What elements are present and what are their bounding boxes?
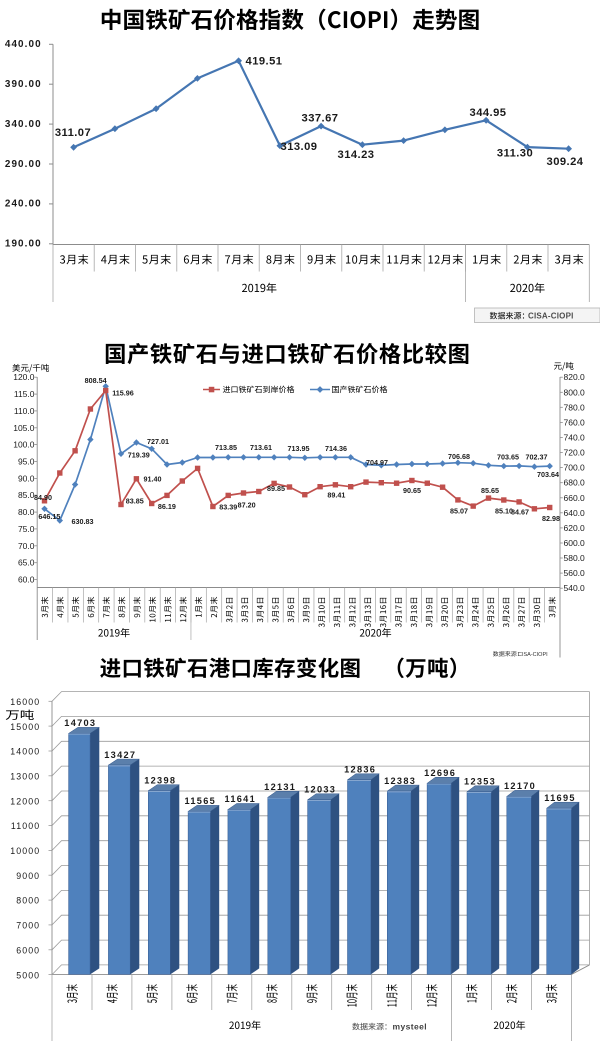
svg-text:60.0: 60.0 <box>18 575 35 585</box>
svg-text:720.0: 720.0 <box>564 448 586 458</box>
svg-text:83.85: 83.85 <box>126 497 144 506</box>
svg-text:290.00: 290.00 <box>5 159 42 170</box>
svg-text:84.90: 84.90 <box>34 493 52 502</box>
svg-text:9000: 9000 <box>16 871 40 881</box>
svg-text:10000: 10000 <box>10 846 40 856</box>
svg-text:190.00: 190.00 <box>5 239 42 250</box>
svg-text:11695: 11695 <box>544 793 576 803</box>
svg-text:760.0: 760.0 <box>564 417 586 427</box>
svg-text:86.19: 86.19 <box>158 502 176 511</box>
svg-text:80.0: 80.0 <box>18 507 35 517</box>
svg-text:11565: 11565 <box>184 796 216 806</box>
svg-text:11641: 11641 <box>224 794 256 804</box>
svg-text:620.0: 620.0 <box>564 523 586 533</box>
svg-text:309.24: 309.24 <box>547 156 584 168</box>
svg-text:16000: 16000 <box>10 697 40 707</box>
svg-text:560.0: 560.0 <box>564 568 586 578</box>
svg-text:85.07: 85.07 <box>450 507 468 516</box>
svg-text:630.83: 630.83 <box>72 517 94 526</box>
svg-text:15000: 15000 <box>10 722 40 732</box>
svg-text:14703: 14703 <box>64 718 96 728</box>
svg-text:540.0: 540.0 <box>564 583 586 593</box>
svg-text:706.68: 706.68 <box>448 452 470 461</box>
svg-text:85.0: 85.0 <box>18 490 35 500</box>
svg-text:8000: 8000 <box>16 896 40 906</box>
svg-text:110.0: 110.0 <box>14 406 35 416</box>
svg-text:12131: 12131 <box>264 782 296 792</box>
svg-text:75.0: 75.0 <box>18 524 35 534</box>
svg-text:82.98: 82.98 <box>542 514 560 523</box>
svg-text:13000: 13000 <box>10 771 40 781</box>
svg-text:808.54: 808.54 <box>85 376 107 385</box>
svg-text:5000: 5000 <box>16 970 40 980</box>
svg-text:11000: 11000 <box>11 821 40 831</box>
svg-text:6000: 6000 <box>16 945 40 955</box>
svg-text:740.0: 740.0 <box>564 432 586 442</box>
svg-text:660.0: 660.0 <box>564 493 586 503</box>
svg-text:95.0: 95.0 <box>18 457 35 467</box>
svg-text:7000: 7000 <box>16 921 40 931</box>
svg-text:89.41: 89.41 <box>327 491 345 500</box>
svg-text:CISA-CIOPI: CISA-CIOPI <box>528 312 574 321</box>
svg-text:65.0: 65.0 <box>18 558 35 568</box>
svg-text:84.67: 84.67 <box>511 507 529 516</box>
svg-text:12170: 12170 <box>504 781 536 791</box>
svg-text:600.0: 600.0 <box>564 538 586 548</box>
svg-text:311.07: 311.07 <box>55 127 91 139</box>
svg-text:12836: 12836 <box>344 765 376 775</box>
svg-text:714.36: 714.36 <box>325 444 347 453</box>
svg-text:314.23: 314.23 <box>338 149 375 161</box>
svg-text:713.85: 713.85 <box>215 443 237 452</box>
svg-text:12033: 12033 <box>304 784 336 794</box>
svg-text:703.65: 703.65 <box>497 452 519 461</box>
svg-text:820.0: 820.0 <box>564 372 586 382</box>
svg-text:680.0: 680.0 <box>564 478 586 488</box>
svg-text:337.67: 337.67 <box>302 113 339 125</box>
svg-text:85.65: 85.65 <box>481 486 499 495</box>
svg-text:91.40: 91.40 <box>144 475 162 484</box>
svg-text:713.95: 713.95 <box>288 444 310 453</box>
svg-text:12353: 12353 <box>464 777 496 787</box>
svg-text:87.20: 87.20 <box>238 500 256 509</box>
svg-text:12383: 12383 <box>384 776 416 786</box>
svg-text:14000: 14000 <box>10 747 40 757</box>
svg-text:704.97: 704.97 <box>366 458 388 467</box>
svg-text:120.0: 120.0 <box>13 372 35 382</box>
svg-text:115.0: 115.0 <box>14 389 35 399</box>
svg-text:311.30: 311.30 <box>497 148 533 160</box>
svg-text:800.0: 800.0 <box>564 387 586 397</box>
svg-text:90.65: 90.65 <box>403 486 421 495</box>
svg-text:CISA-CIOPI: CISA-CIOPI <box>518 652 548 658</box>
svg-text:727.01: 727.01 <box>147 437 169 446</box>
svg-text:12000: 12000 <box>10 796 40 806</box>
svg-text:640.0: 640.0 <box>564 508 586 518</box>
svg-text:702.37: 702.37 <box>526 452 548 461</box>
svg-text:390.00: 390.00 <box>5 79 42 90</box>
svg-text:580.0: 580.0 <box>564 553 586 563</box>
svg-text:mysteel: mysteel <box>393 1022 427 1032</box>
svg-text:340.00: 340.00 <box>5 119 42 130</box>
svg-text:90.0: 90.0 <box>18 473 35 483</box>
svg-text:85.10: 85.10 <box>495 507 513 516</box>
svg-text:105.0: 105.0 <box>13 423 35 433</box>
svg-text:440.00: 440.00 <box>5 39 42 50</box>
svg-text:646.15: 646.15 <box>38 512 60 521</box>
svg-text:12696: 12696 <box>424 768 456 778</box>
svg-text:12398: 12398 <box>144 775 176 785</box>
svg-text:719.39: 719.39 <box>128 450 150 459</box>
svg-text:713.61: 713.61 <box>250 443 272 452</box>
svg-text:83.39: 83.39 <box>219 502 237 511</box>
svg-text:780.0: 780.0 <box>564 402 586 412</box>
svg-text:70.0: 70.0 <box>18 541 35 551</box>
svg-text:13427: 13427 <box>104 750 136 760</box>
svg-text:100.0: 100.0 <box>13 440 35 450</box>
svg-text:419.51: 419.51 <box>246 56 283 68</box>
svg-text:700.0: 700.0 <box>564 463 586 473</box>
svg-text:115.96: 115.96 <box>112 388 134 397</box>
svg-text:240.00: 240.00 <box>5 199 42 210</box>
svg-text:344.95: 344.95 <box>470 107 507 119</box>
svg-text:703.64: 703.64 <box>537 470 559 479</box>
svg-text:313.09: 313.09 <box>281 141 318 153</box>
svg-text:89.85: 89.85 <box>267 484 285 493</box>
